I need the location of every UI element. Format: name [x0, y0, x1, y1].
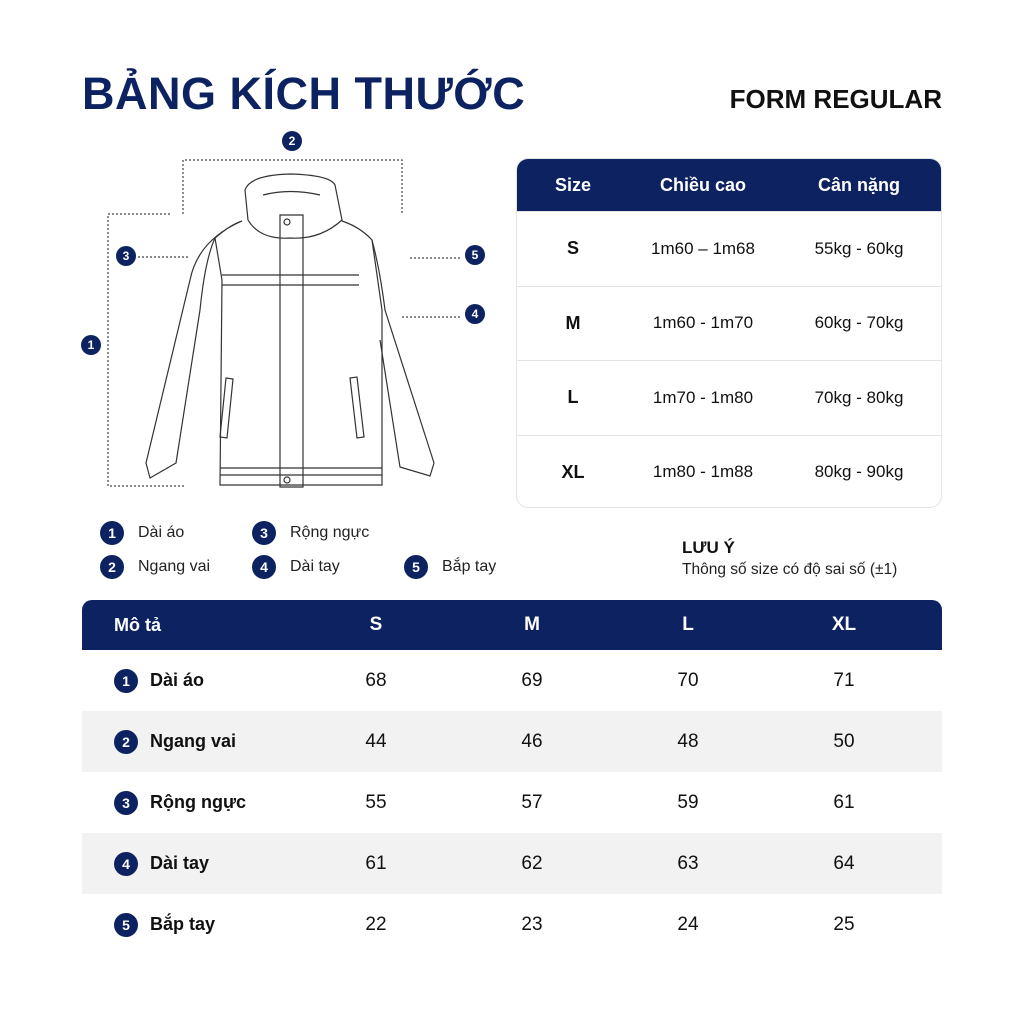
header-description: Mô tả — [114, 614, 161, 635]
number-badge: 2 — [114, 729, 138, 754]
measurement-table-header: Mô tả S M L XL — [82, 600, 942, 650]
value-cell: 70 — [677, 669, 699, 691]
measurement-name: Dài tay — [150, 853, 210, 873]
weight-cell: 80kg - 90kg — [814, 462, 904, 482]
note-text: Thông số size có độ sai số (±1) — [682, 561, 898, 578]
measurement-name: Rộng ngực — [150, 792, 247, 812]
number-badge: 2 — [100, 555, 124, 579]
legend-label: Dài tay — [290, 558, 340, 575]
value-cell: 46 — [521, 730, 543, 752]
table-row: S 1m60 – 1m68 55kg - 60kg — [517, 211, 941, 286]
height-cell: 1m70 - 1m80 — [652, 387, 754, 407]
diagram-marker-2: 2 — [282, 131, 302, 151]
value-cell: 22 — [365, 913, 387, 935]
value-cell: 59 — [677, 791, 699, 813]
legend-label: Rộng ngực — [290, 524, 370, 541]
weight-cell: 70kg - 80kg — [814, 387, 904, 407]
legend-item: 4 Dài tay — [252, 555, 340, 579]
table-row: M 1m60 - 1m70 60kg - 70kg — [517, 285, 941, 361]
legend-item: 1 Dài áo — [100, 521, 184, 545]
number-badge: 4 — [114, 851, 138, 876]
legend-item: 5 Bắp tay — [404, 555, 496, 579]
table-row: 1 Dài áo 68 69 70 71 — [82, 650, 942, 711]
number-badge: 1 — [114, 668, 138, 693]
diagram-marker-1: 1 — [81, 335, 101, 355]
form-label: FORM REGULAR — [729, 84, 942, 114]
diagram-marker-4: 4 — [465, 304, 485, 324]
legend-label: Dài áo — [138, 524, 185, 541]
number-badge: 5 — [404, 555, 428, 579]
header-size: Size — [554, 174, 592, 195]
value-cell: 61 — [833, 791, 855, 813]
header-m: M — [524, 614, 540, 635]
measurement-name: Bắp tay — [150, 914, 216, 934]
value-cell: 48 — [677, 730, 699, 752]
weight-cell: 60kg - 70kg — [814, 313, 904, 333]
note-title: LƯU Ý — [682, 538, 735, 557]
height-cell: 1m80 - 1m88 — [652, 462, 754, 482]
number-badge: 3 — [114, 790, 138, 815]
number-badge: 4 — [252, 555, 276, 579]
size-cell: L — [567, 387, 579, 408]
weight-cell: 55kg - 60kg — [814, 238, 904, 258]
number-badge: 3 — [252, 521, 276, 545]
number-badge: 1 — [100, 521, 124, 545]
page-title: BẢNG KÍCH THƯỚC — [82, 68, 526, 119]
size-cell: M — [565, 312, 581, 333]
header-l: L — [682, 614, 694, 635]
number-badge: 5 — [114, 912, 138, 937]
legend-item: 2 Ngang vai — [100, 555, 210, 579]
table-row: 5 Bắp tay 22 23 24 25 — [82, 894, 942, 955]
measurement-name: Dài áo — [150, 670, 205, 690]
value-cell: 68 — [365, 669, 387, 691]
header-s: S — [369, 614, 383, 635]
size-table-header: Size Chiều cao Cân nặng — [517, 159, 941, 211]
legend-label: Ngang vai — [138, 558, 211, 575]
value-cell: 23 — [521, 913, 543, 935]
table-row: 3 Rộng ngực 55 57 59 61 — [82, 772, 942, 833]
height-cell: 1m60 - 1m70 — [652, 313, 754, 333]
legend-label: Bắp tay — [442, 558, 497, 575]
table-row: L 1m70 - 1m80 70kg - 80kg — [517, 360, 941, 435]
table-row: XL 1m80 - 1m88 80kg - 90kg — [517, 434, 941, 508]
value-cell: 24 — [677, 913, 699, 935]
table-row: 2 Ngang vai 44 46 48 50 — [82, 711, 942, 772]
diagram-marker-3: 3 — [116, 246, 136, 266]
value-cell: 44 — [365, 730, 387, 752]
value-cell: 61 — [365, 852, 387, 874]
measurement-name: Ngang vai — [150, 731, 237, 751]
value-cell: 50 — [833, 730, 855, 752]
jacket-diagram — [107, 159, 461, 488]
value-cell: 63 — [677, 852, 699, 874]
row-label: 2 Ngang vai — [82, 729, 298, 754]
measurement-table: Mô tả S M L XL 1 Dài áo 68 69 70 71 2 Ngang vai… — [82, 600, 942, 955]
legend-item: 3 Rộng ngực — [252, 521, 369, 545]
table-row: 4 Dài tay 61 62 63 64 — [82, 833, 942, 894]
value-cell: 71 — [833, 669, 855, 691]
height-cell: 1m60 – 1m68 — [651, 238, 755, 258]
value-cell: 69 — [521, 669, 543, 691]
value-cell: 57 — [521, 791, 543, 813]
header-xl: XL — [831, 614, 857, 635]
size-cell: S — [566, 238, 579, 259]
value-cell: 62 — [521, 852, 543, 874]
header-height: Chiều cao — [659, 174, 747, 195]
size-cell: XL — [561, 461, 585, 482]
row-label: 3 Rộng ngực — [82, 790, 298, 815]
size-table: Size Chiều cao Cân nặng S 1m60 – 1m68 55kg… — [516, 158, 942, 508]
diagram-marker-5: 5 — [465, 245, 485, 265]
value-cell: 55 — [365, 791, 387, 813]
row-label: 1 Dài áo — [82, 668, 298, 693]
header-weight: Cân nặng — [817, 174, 900, 195]
row-label: 5 Bắp tay — [82, 912, 298, 937]
value-cell: 64 — [833, 852, 855, 874]
row-label: 4 Dài tay — [82, 851, 298, 876]
value-cell: 25 — [833, 913, 855, 935]
